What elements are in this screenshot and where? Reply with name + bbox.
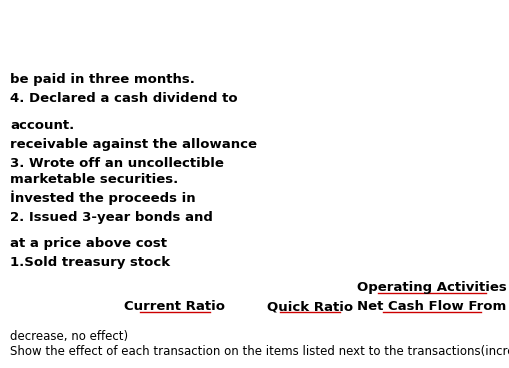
Text: account.: account. <box>10 119 74 132</box>
Text: Operating Activities: Operating Activities <box>356 281 506 294</box>
Text: decrease, no effect): decrease, no effect) <box>10 330 128 343</box>
Text: İnvested the proceeds in: İnvested the proceeds in <box>10 190 195 205</box>
Text: Show the effect of each transaction on the items listed next to the transactions: Show the effect of each transaction on t… <box>10 345 509 358</box>
Text: Current Ratio: Current Ratio <box>124 300 225 313</box>
Text: marketable securities.: marketable securities. <box>10 173 178 186</box>
Text: receivable against the allowance: receivable against the allowance <box>10 138 257 151</box>
Text: be paid in three months.: be paid in three months. <box>10 73 194 86</box>
Text: at a price above cost: at a price above cost <box>10 237 166 250</box>
Text: 2. Issued 3-year bonds and: 2. Issued 3-year bonds and <box>10 211 212 224</box>
Text: 4. Declared a cash dividend to: 4. Declared a cash dividend to <box>10 92 237 105</box>
Text: Quick Ratio: Quick Ratio <box>266 300 352 313</box>
Text: 3. Wrote off an uncollectible: 3. Wrote off an uncollectible <box>10 157 223 170</box>
Text: 1.Sold treasury stock: 1.Sold treasury stock <box>10 256 170 269</box>
Text: Net Cash Flow From: Net Cash Flow From <box>357 300 505 313</box>
